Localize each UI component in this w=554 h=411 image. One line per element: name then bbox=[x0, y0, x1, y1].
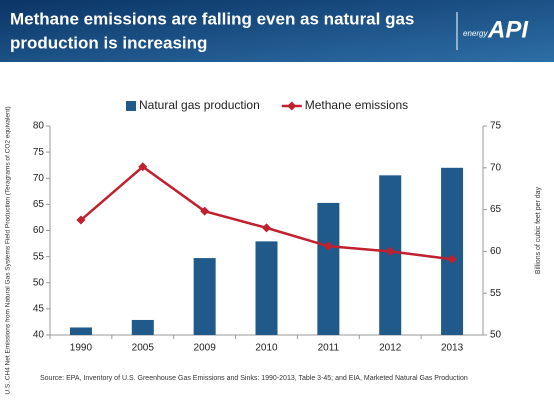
y2-tick-label: 75 bbox=[490, 121, 502, 132]
bar bbox=[69, 327, 92, 335]
y-tick-label: 40 bbox=[33, 330, 45, 341]
y2-tick-label: 60 bbox=[490, 246, 502, 257]
bar bbox=[317, 202, 340, 335]
legend-marker bbox=[287, 101, 297, 111]
logo-tagline: energy bbox=[463, 29, 488, 38]
y-tick-label: 50 bbox=[33, 277, 45, 288]
x-tick-label: 2011 bbox=[318, 343, 340, 354]
y2-tick-label: 55 bbox=[490, 288, 502, 299]
y-tick-label: 55 bbox=[33, 251, 45, 262]
legend-label: Methane emissions bbox=[305, 98, 408, 112]
line-marker bbox=[262, 223, 271, 233]
y-tick-label: 75 bbox=[33, 147, 45, 158]
bar bbox=[441, 167, 464, 335]
bar bbox=[255, 241, 278, 335]
bar bbox=[193, 258, 216, 335]
line-marker bbox=[447, 254, 457, 264]
line-marker bbox=[76, 215, 86, 225]
y-tick-label: 80 bbox=[33, 121, 45, 132]
y-axis-title: U.S. CH4 Net Emissions from Natural Gas … bbox=[5, 106, 12, 394]
x-tick-label: 2005 bbox=[132, 343, 155, 354]
line-marker bbox=[200, 206, 210, 216]
y-tick-label: 45 bbox=[33, 304, 45, 315]
y-tick-label: 70 bbox=[33, 173, 45, 184]
legend-swatch bbox=[126, 101, 136, 111]
y2-tick-label: 65 bbox=[490, 204, 502, 215]
x-tick-label: 2012 bbox=[379, 343, 402, 354]
bar bbox=[131, 319, 154, 335]
line-marker bbox=[138, 162, 148, 172]
chart-title: production is increasing bbox=[10, 33, 207, 52]
source-note: Source: EPA, Inventory of U.S. Greenhous… bbox=[40, 375, 468, 382]
y2-tick-label: 50 bbox=[490, 330, 502, 341]
y-tick-label: 60 bbox=[33, 225, 45, 236]
x-tick-label: 2010 bbox=[255, 343, 278, 354]
y-tick-label: 65 bbox=[33, 199, 45, 210]
x-tick-label: 1990 bbox=[70, 343, 93, 354]
chart-title: Methane emissions are falling even as na… bbox=[10, 9, 414, 28]
legend-label: Natural gas production bbox=[139, 98, 260, 112]
line-marker bbox=[323, 241, 333, 251]
y2-axis-title: Billions of cubic feet per day bbox=[535, 186, 542, 274]
line-marker bbox=[385, 246, 395, 256]
x-tick-label: 2013 bbox=[441, 343, 464, 354]
x-tick-label: 2009 bbox=[194, 343, 217, 354]
logo-name: API bbox=[487, 16, 529, 43]
banner bbox=[0, 0, 554, 62]
y2-tick-label: 70 bbox=[490, 162, 502, 173]
